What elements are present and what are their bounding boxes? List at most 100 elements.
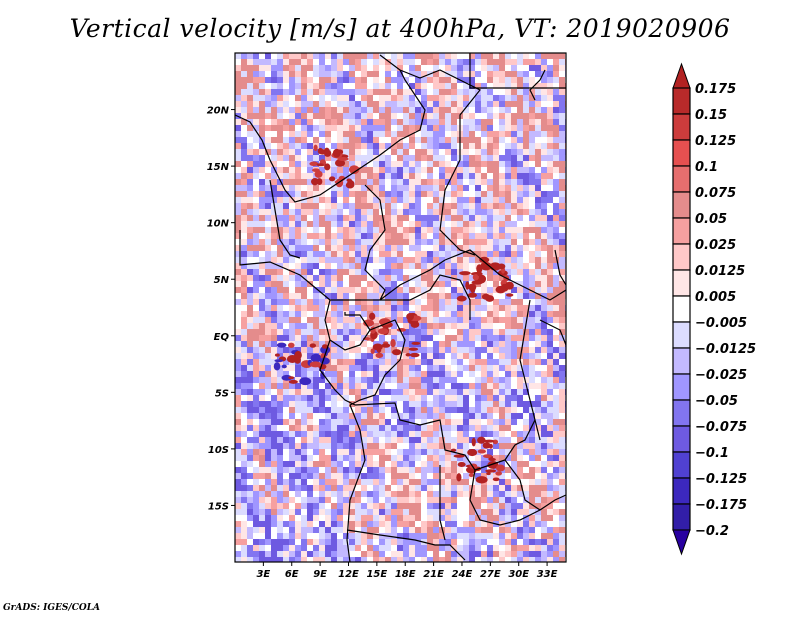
field-cell <box>553 401 560 408</box>
field-cell <box>511 371 518 378</box>
field-cell <box>343 53 350 60</box>
field-cell <box>403 173 410 180</box>
field-cell <box>427 269 434 276</box>
field-cell <box>427 521 434 528</box>
field-cell <box>259 257 266 264</box>
field-cell <box>325 89 332 96</box>
field-cell <box>445 257 452 264</box>
field-cell <box>331 539 338 546</box>
field-cell <box>559 299 566 306</box>
field-cell <box>451 329 458 336</box>
field-cell <box>241 197 248 204</box>
field-cell <box>313 533 320 540</box>
field-cell <box>517 455 524 462</box>
field-cell <box>313 101 320 108</box>
field-cell <box>259 53 266 60</box>
field-cell <box>337 347 344 354</box>
field-cell <box>385 347 392 354</box>
field-cell <box>319 329 326 336</box>
field-cell <box>535 71 542 78</box>
field-cell <box>415 197 422 204</box>
field-cell <box>385 89 392 96</box>
field-cell <box>325 203 332 210</box>
field-cell <box>301 431 308 438</box>
field-cell <box>283 455 290 462</box>
field-cell <box>481 377 488 384</box>
field-cell <box>445 371 452 378</box>
field-cell <box>403 131 410 138</box>
field-cell <box>247 551 254 558</box>
field-cell <box>457 305 464 312</box>
field-cell <box>445 269 452 276</box>
field-cell <box>517 521 524 528</box>
field-cell <box>433 125 440 132</box>
field-cell <box>265 149 272 156</box>
field-cell <box>343 185 350 192</box>
field-cell <box>331 353 338 360</box>
field-cell <box>379 497 386 504</box>
field-cell <box>403 419 410 426</box>
field-cell <box>517 167 524 174</box>
field-cell <box>271 521 278 528</box>
field-cell <box>319 551 326 558</box>
field-cell <box>331 215 338 222</box>
field-cell <box>367 287 374 294</box>
field-cell <box>385 65 392 72</box>
field-cell <box>271 407 278 414</box>
field-cell <box>439 545 446 552</box>
field-cell <box>487 59 494 66</box>
field-cell <box>271 155 278 162</box>
field-cell <box>529 119 536 126</box>
field-cell <box>337 503 344 510</box>
field-cell <box>283 473 290 480</box>
field-cell <box>259 155 266 162</box>
field-cell <box>535 275 542 282</box>
field-cell <box>367 419 374 426</box>
field-cell <box>559 533 566 540</box>
field-cell <box>349 89 356 96</box>
field-cell <box>343 407 350 414</box>
field-cell <box>457 521 464 528</box>
field-cell <box>307 227 314 234</box>
field-cell <box>247 77 254 84</box>
field-cell <box>475 431 482 438</box>
field-cell <box>259 449 266 456</box>
field-cell <box>325 185 332 192</box>
field-cell <box>523 101 530 108</box>
field-cell <box>421 329 428 336</box>
field-cell <box>469 365 476 372</box>
field-cell <box>409 161 416 168</box>
field-cell <box>457 437 464 444</box>
field-cell <box>373 287 380 294</box>
field-cell <box>397 215 404 222</box>
field-cell <box>385 131 392 138</box>
field-cell <box>433 467 440 474</box>
field-cell <box>511 59 518 66</box>
field-cell <box>559 419 566 426</box>
field-cell <box>541 215 548 222</box>
field-cell <box>391 497 398 504</box>
field-cell <box>271 161 278 168</box>
field-cell <box>535 101 542 108</box>
field-cell <box>433 455 440 462</box>
field-cell <box>271 185 278 192</box>
field-cell <box>283 437 290 444</box>
field-cell <box>517 275 524 282</box>
field-cell <box>463 485 470 492</box>
field-cell <box>349 323 356 330</box>
field-cell <box>361 245 368 252</box>
field-cell <box>535 419 542 426</box>
field-cell <box>301 125 308 132</box>
field-cell <box>241 251 248 258</box>
field-cell <box>427 395 434 402</box>
field-cell <box>247 455 254 462</box>
field-cell <box>499 437 506 444</box>
field-cell <box>403 215 410 222</box>
field-cell <box>295 515 302 522</box>
field-cell <box>457 347 464 354</box>
field-cell <box>487 149 494 156</box>
field-cell <box>265 221 272 228</box>
field-cell <box>373 311 380 318</box>
field-cell <box>373 395 380 402</box>
field-cell <box>289 281 296 288</box>
